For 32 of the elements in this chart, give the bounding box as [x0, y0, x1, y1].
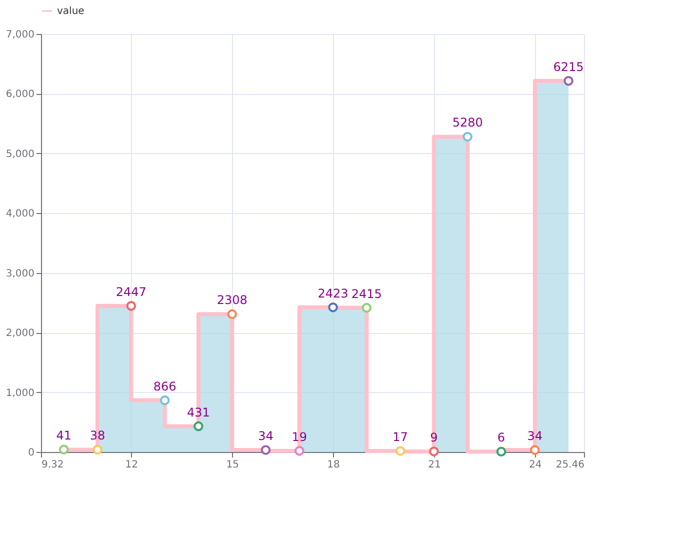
data-label: 34	[258, 428, 274, 443]
data-label: 431	[186, 405, 210, 420]
x-tick-label: 24	[529, 460, 542, 470]
y-tick-label: 3,000	[6, 268, 34, 280]
data-label: 6215	[553, 60, 584, 74]
data-label: 17	[392, 430, 408, 444]
x-tick-label: 18	[327, 460, 340, 470]
y-tick-label: 2,000	[6, 328, 34, 340]
data-label: 41	[56, 428, 72, 443]
y-tick-label: 0	[28, 448, 34, 458]
x-tick-label: 9.32	[42, 460, 64, 470]
data-label: 34	[527, 428, 543, 443]
data-label: 6	[497, 430, 506, 445]
y-tick-label: 6,000	[6, 89, 34, 100]
y-tick-label: 4,000	[6, 208, 34, 220]
y-tick-label: 5,000	[6, 148, 34, 160]
data-label: 38	[90, 428, 106, 443]
data-label: 9	[430, 430, 438, 444]
data-label: 2308	[216, 293, 248, 308]
data-label: 2415	[351, 286, 382, 301]
data-label: 2423	[318, 286, 348, 300]
data-label: 866	[153, 379, 176, 394]
data-label: 19	[292, 430, 308, 444]
x-tick-label: 21	[428, 460, 441, 470]
y-tick-label: 1,000	[6, 388, 34, 399]
legend-label: value	[57, 6, 84, 17]
y-tick-label: 7,000	[6, 30, 34, 40]
x-tick-label: 15	[226, 460, 239, 470]
data-label: 5280	[452, 116, 483, 130]
x-tick-label: 25.46	[556, 460, 584, 470]
x-tick-label: 12	[125, 460, 138, 470]
data-label: 2447	[116, 284, 146, 299]
